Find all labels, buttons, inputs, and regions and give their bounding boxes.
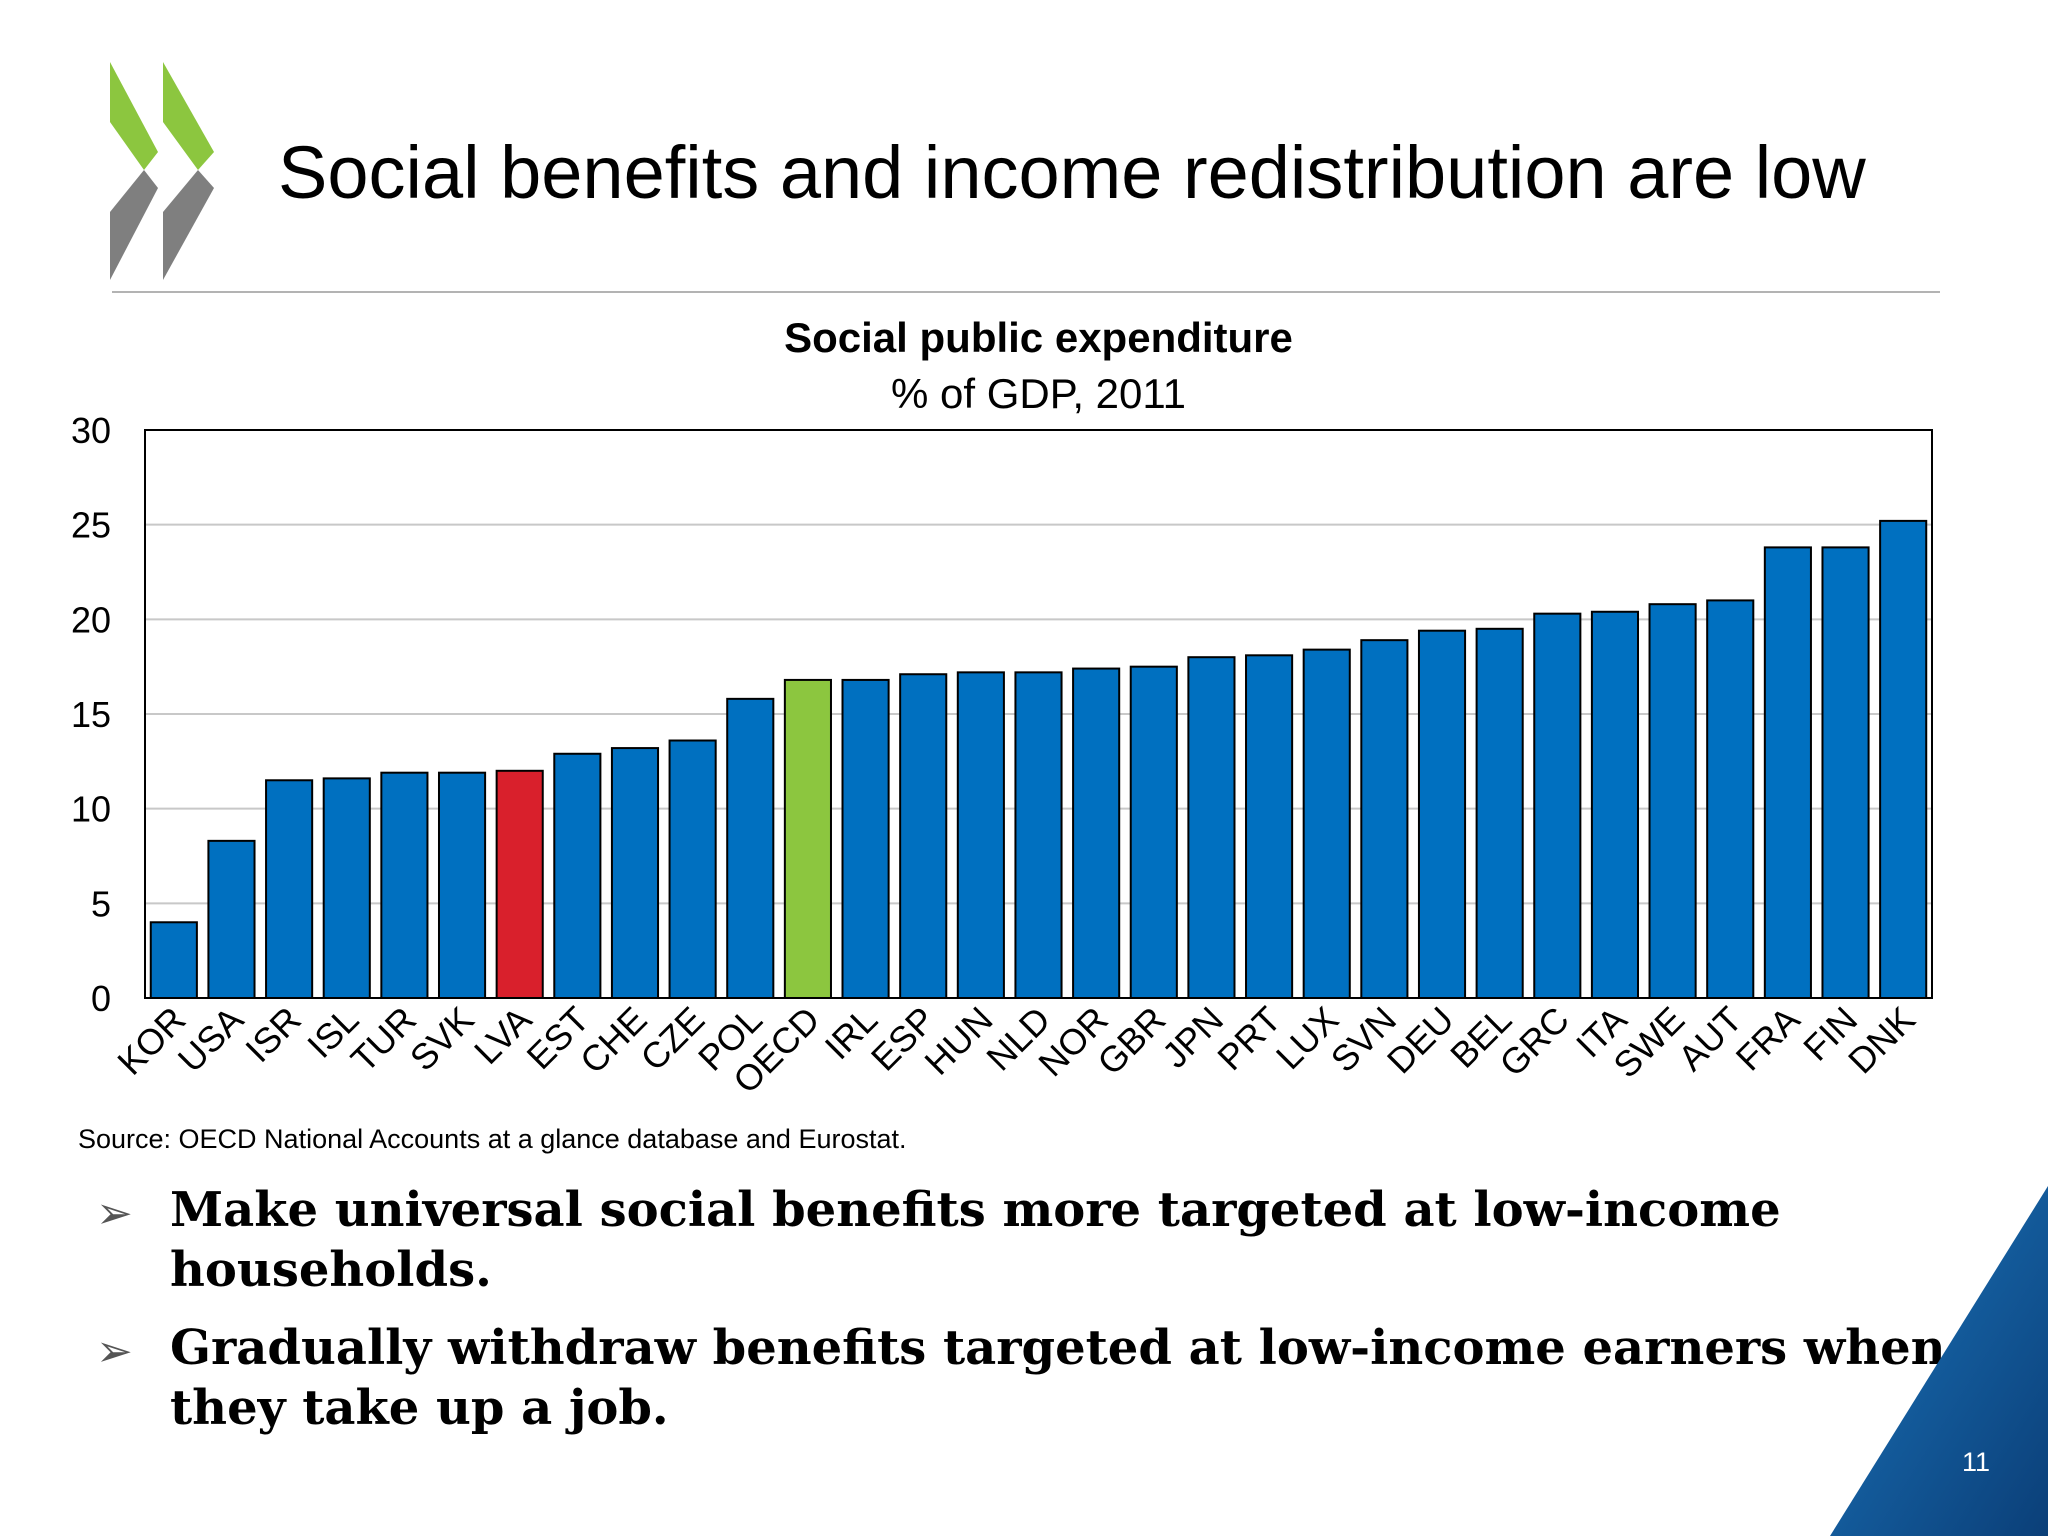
title-divider — [112, 291, 1940, 293]
y-tick-label: 5 — [91, 883, 111, 924]
bar-tur — [380, 771, 429, 1000]
arrowhead-bullet-icon: ➢ — [96, 1326, 133, 1377]
corner-decoration — [1830, 1186, 2048, 1536]
logo-chevron-left-gray — [110, 170, 158, 280]
logo-chevron-left-green — [110, 62, 158, 170]
bar-aut — [1706, 599, 1755, 1000]
bar-deu — [1417, 629, 1467, 1000]
bar-fin — [1821, 546, 1870, 999]
bullet-list: ➢ Make universal social benefits more ta… — [96, 1180, 1946, 1456]
bar-oecd — [783, 678, 832, 999]
chart-subtitle: % of GDP, 2011 — [891, 370, 1186, 417]
bar-gbr — [1129, 665, 1178, 1000]
bullet-item: ➢ Gradually withdraw benefits targeted a… — [96, 1318, 1946, 1438]
oecd-logo — [110, 62, 214, 280]
x-tick-label: JPN — [1154, 999, 1231, 1076]
bar-kor — [149, 921, 198, 999]
y-tick-label: 0 — [91, 978, 111, 1019]
y-tick-label: 30 — [71, 410, 111, 451]
bar-isr — [265, 779, 314, 999]
bar-usa — [207, 839, 256, 999]
bar-nld — [1014, 671, 1063, 999]
corner-triangle — [1830, 1186, 2048, 1536]
logo-chevron-right-green — [163, 62, 214, 170]
bar-irl — [841, 678, 890, 999]
bar-lux — [1302, 648, 1351, 999]
bar-fra — [1763, 546, 1812, 999]
logo-chevron-right-gray — [163, 170, 214, 280]
bar-hun — [956, 671, 1005, 999]
y-tick-label: 15 — [71, 694, 111, 735]
y-tick-label: 10 — [71, 789, 111, 830]
y-tick-label: 25 — [71, 505, 111, 546]
bar-swe — [1648, 603, 1697, 999]
bar-jpn — [1187, 656, 1236, 999]
bar-est — [553, 752, 602, 1000]
bar-svn — [1360, 639, 1409, 999]
y-tick-label: 20 — [71, 599, 111, 640]
bullet-text: Make universal social benefits more targ… — [170, 1182, 1781, 1298]
bar-grc — [1533, 612, 1582, 999]
bar-dnk — [1879, 519, 1928, 999]
slide-title: Social benefits and income redistributio… — [278, 131, 1866, 214]
arrowhead-bullet-icon: ➢ — [96, 1188, 133, 1239]
bar-ita — [1590, 610, 1640, 999]
bar-esp — [899, 673, 948, 999]
bar-lva — [495, 769, 544, 999]
x-tick-label: ISR — [237, 999, 308, 1070]
bar-che — [610, 747, 660, 1000]
page-number: 11 — [1962, 1447, 1991, 1477]
bar-pol — [726, 697, 775, 999]
bar-bel — [1475, 627, 1524, 999]
x-tick-label: LVA — [466, 999, 539, 1072]
bar-isl — [322, 777, 371, 1000]
bullet-item: ➢ Make universal social benefits more ta… — [96, 1180, 1946, 1300]
chart-source-note: Source: OECD National Accounts at a glan… — [78, 1124, 907, 1154]
x-tick-label: DNK — [1840, 999, 1923, 1082]
bar-prt — [1245, 654, 1294, 999]
bullet-text: Gradually withdraw benefits targeted at … — [170, 1320, 1946, 1436]
plot-frame — [144, 429, 1933, 999]
bar-cze — [668, 739, 717, 999]
bar-svk — [437, 771, 487, 1000]
bar-nor — [1072, 667, 1121, 999]
chart-title: Social public expenditure — [784, 314, 1293, 361]
x-tick-label: GRC — [1491, 999, 1577, 1085]
social-expenditure-chart: Social public expenditure % of GDP, 2011 0… — [71, 314, 1933, 1101]
